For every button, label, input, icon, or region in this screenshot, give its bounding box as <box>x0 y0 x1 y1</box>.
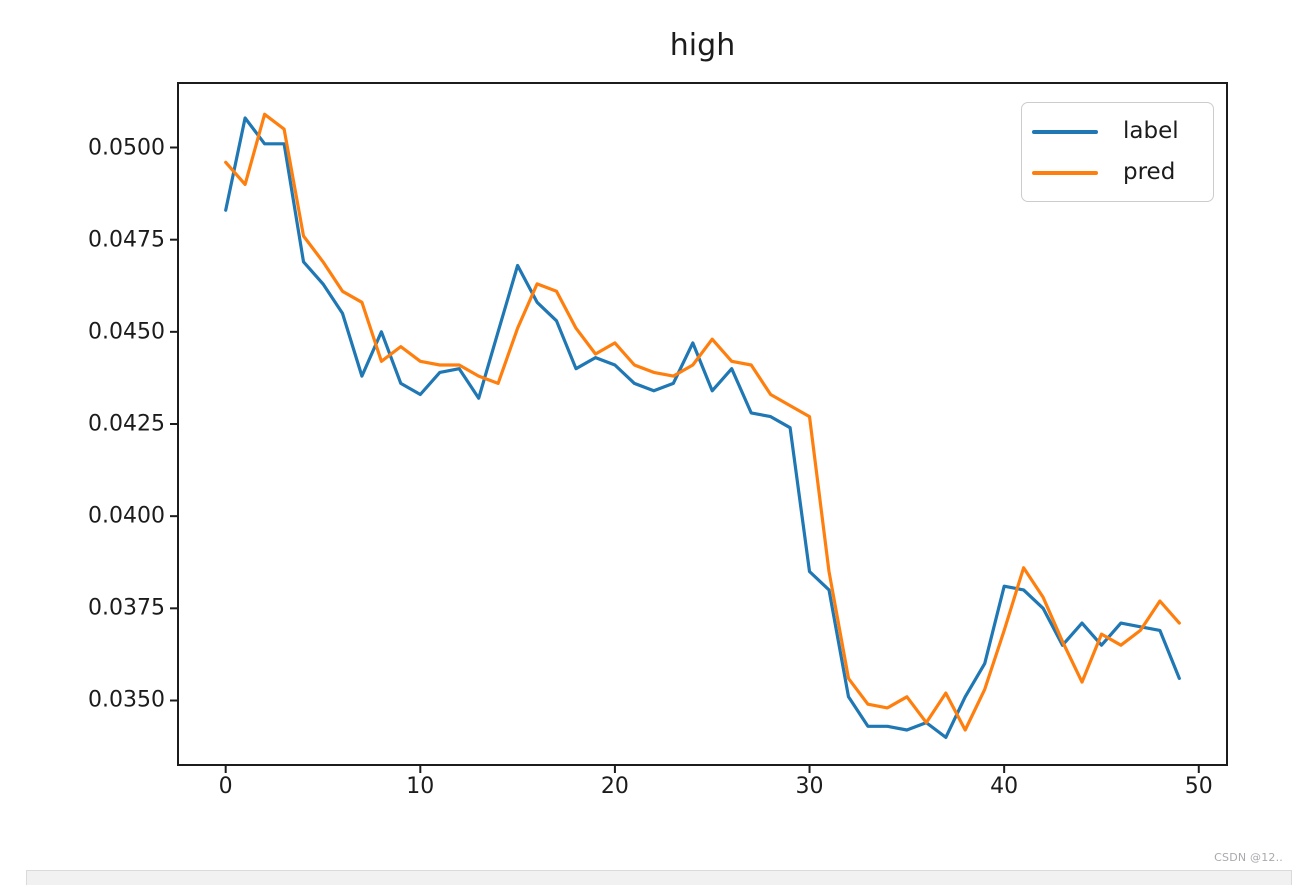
x-tick-label: 50 <box>1184 774 1213 799</box>
y-tick-label: 0.0500 <box>88 135 165 160</box>
chart-title: high <box>669 28 736 63</box>
y-tick-label: 0.0450 <box>88 319 165 345</box>
legend-label-text: label <box>1123 118 1179 144</box>
series-line-pred <box>224 112 1181 732</box>
legend-label-text: pred <box>1123 159 1176 185</box>
series-line-label <box>224 116 1181 740</box>
y-tick-label: 0.0350 <box>88 687 165 713</box>
x-tick-label: 10 <box>406 774 435 799</box>
legend-entry-label: label <box>1032 120 1201 143</box>
legend-entry-pred: pred <box>1032 161 1201 184</box>
x-tick-label: 20 <box>600 774 629 799</box>
y-tick-label: 0.0375 <box>88 595 165 621</box>
y-tick-label: 0.0425 <box>88 411 165 437</box>
watermark: CSDN @12.. <box>1214 851 1283 864</box>
legend-line-sample-label <box>1032 129 1098 134</box>
y-tick-label: 0.0400 <box>88 503 165 529</box>
x-tick-label: 30 <box>795 774 824 799</box>
legend-line-sample-pred <box>1032 170 1098 175</box>
x-tick-label: 0 <box>218 774 233 799</box>
y-tick-label: 0.0475 <box>88 227 165 253</box>
axes-frame <box>177 82 1228 766</box>
x-tick-label: 40 <box>990 774 1019 799</box>
legend: label pred <box>1021 102 1214 202</box>
bottom-panel <box>26 870 1292 885</box>
